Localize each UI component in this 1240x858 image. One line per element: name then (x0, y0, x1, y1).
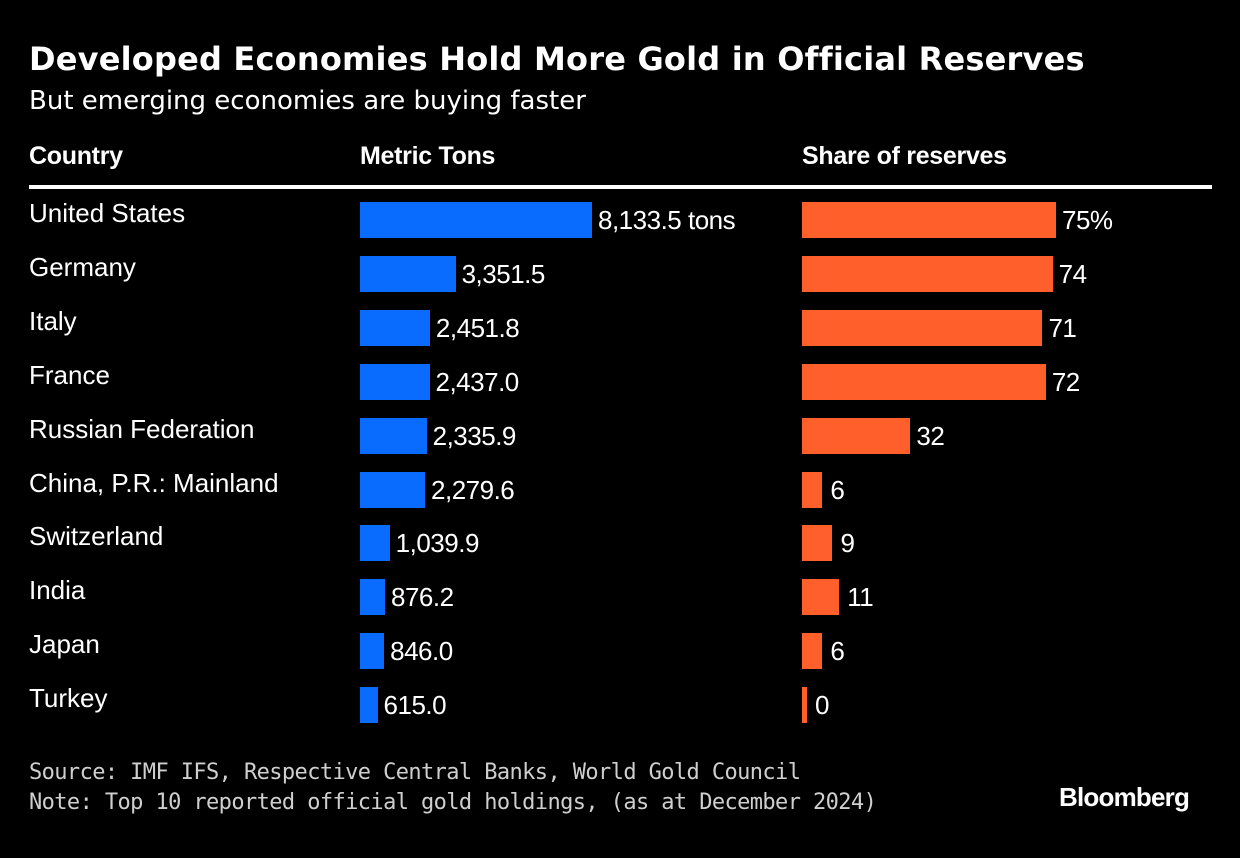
column-header-country: Country (29, 142, 123, 170)
share-value-label: 9 (840, 528, 855, 558)
share-value-label: 11 (847, 582, 874, 612)
chart-title: Developed Economies Hold More Gold in Of… (29, 40, 1085, 78)
chart-subtitle: But emerging economies are buying faster (29, 86, 586, 116)
column-header-share: Share of reserves (802, 142, 1007, 170)
share-bar (802, 364, 1046, 400)
share-bar (802, 202, 1056, 238)
share-value-label: 75% (1062, 205, 1113, 235)
share-bar (802, 687, 807, 723)
share-value-label: 6 (830, 636, 845, 666)
country-label: United States (29, 198, 186, 228)
column-header-tons: Metric Tons (360, 142, 496, 170)
source-note: Source: IMF IFS, Respective Central Bank… (29, 760, 801, 785)
tons-value-label: 1,039.9 (395, 528, 480, 558)
bloomberg-logo: Bloomberg (1059, 782, 1190, 812)
share-value-label: 32 (916, 421, 945, 451)
share-bar (802, 633, 823, 669)
country-label: France (29, 360, 110, 390)
footnote: Note: Top 10 reported official gold hold… (29, 790, 877, 815)
tons-value-label: 876.2 (390, 582, 454, 612)
country-label: India (29, 575, 86, 605)
tons-bar (360, 579, 385, 615)
country-label: Russian Federation (29, 414, 255, 444)
country-label: China, P.R.: Mainland (29, 468, 279, 498)
tons-bar (360, 418, 427, 454)
share-bar (802, 525, 833, 561)
tons-value-label: 2,437.0 (435, 367, 520, 397)
tons-bar (360, 202, 592, 238)
tons-bar (360, 310, 430, 346)
share-value-label: 71 (1048, 313, 1077, 343)
share-value-label: 74 (1058, 259, 1087, 289)
tons-bar (360, 525, 390, 561)
tons-value-label: 8,133.5 tons (598, 205, 736, 235)
share-bar (802, 310, 1043, 346)
share-value-label: 0 (815, 690, 829, 720)
country-label: Switzerland (29, 521, 164, 551)
tons-value-label: 846.0 (390, 636, 453, 666)
share-bar (802, 418, 911, 454)
tons-value-label: 2,279.6 (431, 475, 515, 505)
tons-bar (360, 364, 430, 400)
tons-bar (360, 633, 385, 669)
country-label: Italy (29, 306, 77, 336)
header-rule (29, 185, 1212, 189)
country-label: Japan (29, 629, 100, 659)
tons-bar (360, 687, 378, 723)
share-bar (802, 472, 823, 508)
tons-value-label: 615.0 (383, 690, 447, 720)
tons-value-label: 2,451.8 (435, 313, 520, 343)
tons-value-label: 3,351.5 (461, 259, 546, 289)
tons-bar (360, 256, 456, 292)
share-value-label: 72 (1051, 367, 1080, 397)
tons-value-label: 2,335.9 (432, 421, 517, 451)
country-label: Turkey (29, 683, 108, 713)
share-bar (802, 256, 1053, 292)
tons-bar (360, 472, 426, 508)
share-value-label: 6 (830, 475, 845, 505)
share-bar (802, 579, 840, 615)
country-label: Germany (29, 252, 136, 282)
